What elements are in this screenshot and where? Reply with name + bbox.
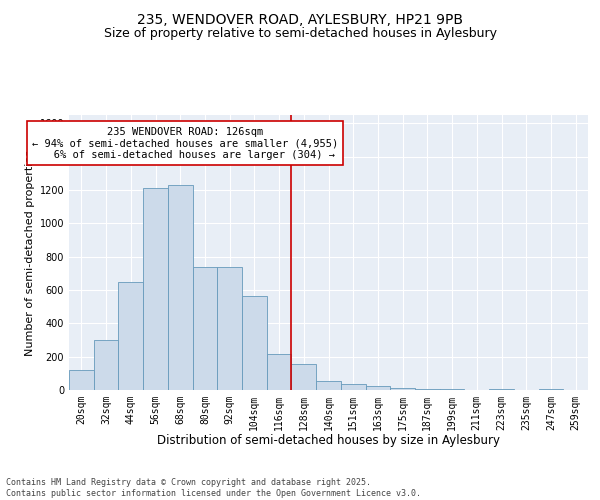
Y-axis label: Number of semi-detached properties: Number of semi-detached properties <box>25 150 35 356</box>
Bar <box>143 188 168 390</box>
Bar <box>390 388 415 390</box>
Bar <box>341 384 365 390</box>
Bar <box>69 370 94 390</box>
X-axis label: Distribution of semi-detached houses by size in Aylesbury: Distribution of semi-detached houses by … <box>157 434 500 448</box>
Text: 235, WENDOVER ROAD, AYLESBURY, HP21 9PB: 235, WENDOVER ROAD, AYLESBURY, HP21 9PB <box>137 12 463 26</box>
Bar <box>217 266 242 390</box>
Bar <box>292 364 316 390</box>
Bar <box>415 389 440 390</box>
Bar <box>365 386 390 390</box>
Text: 235 WENDOVER ROAD: 126sqm
← 94% of semi-detached houses are smaller (4,955)
   6: 235 WENDOVER ROAD: 126sqm ← 94% of semi-… <box>32 126 338 160</box>
Bar <box>489 389 514 390</box>
Bar <box>267 354 292 390</box>
Text: Size of property relative to semi-detached houses in Aylesbury: Size of property relative to semi-detach… <box>104 28 497 40</box>
Text: Contains HM Land Registry data © Crown copyright and database right 2025.
Contai: Contains HM Land Registry data © Crown c… <box>6 478 421 498</box>
Bar <box>193 266 217 390</box>
Bar <box>440 389 464 390</box>
Bar <box>168 185 193 390</box>
Bar <box>118 282 143 390</box>
Bar <box>242 296 267 390</box>
Bar <box>316 381 341 390</box>
Bar <box>94 340 118 390</box>
Bar <box>539 389 563 390</box>
